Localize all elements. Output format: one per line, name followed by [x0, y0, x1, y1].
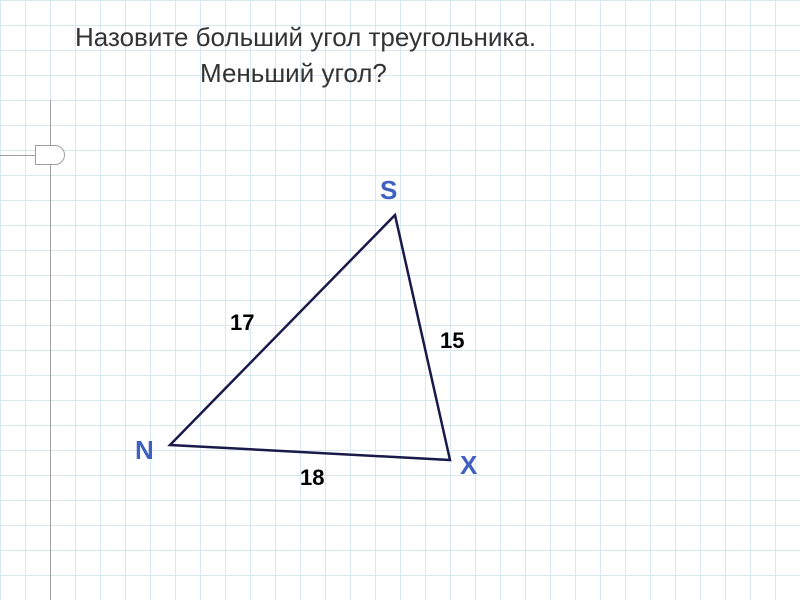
vertex-label-s: S	[380, 175, 397, 206]
side-label-nx: 18	[300, 465, 324, 491]
vertex-label-x: X	[460, 450, 477, 481]
side-label-sn: 17	[230, 310, 254, 336]
side-label-sx: 15	[440, 328, 464, 354]
vertex-label-n: N	[135, 435, 154, 466]
triangle-diagram	[0, 0, 800, 600]
